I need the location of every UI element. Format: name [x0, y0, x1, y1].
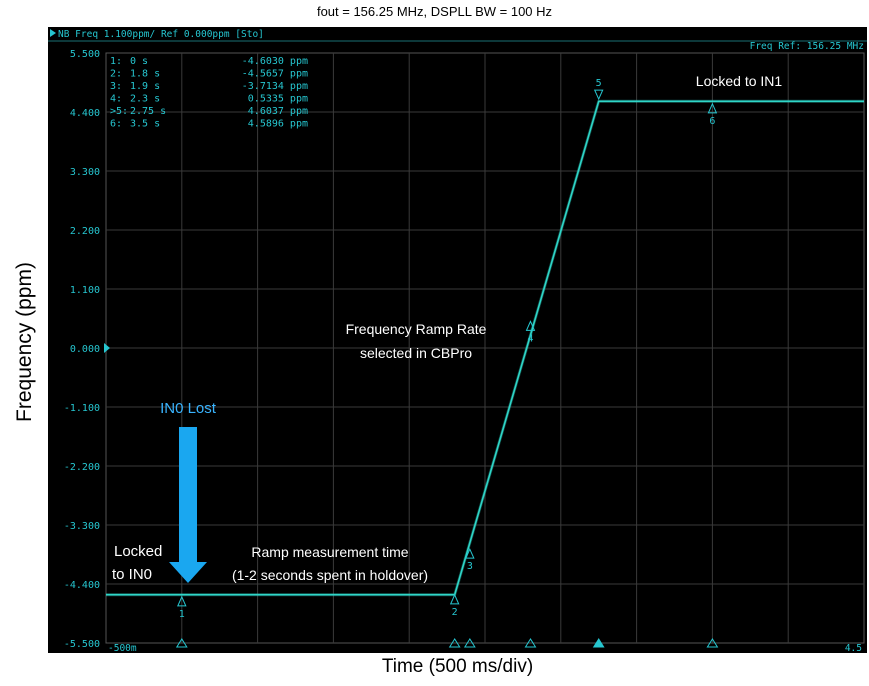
analyzer-screen: 1 2 3 4 5 6 5.500 4.400 3.300 2.200 1.100 0.000 -1.…: [48, 27, 867, 654]
series-line: [106, 100, 864, 596]
annotation-in0-lost: IN0 Lost: [160, 400, 217, 417]
marker-triangle: [465, 547, 475, 559]
down-arrow-icon: [169, 427, 207, 583]
marker-triangle: [593, 89, 604, 101]
x-end-label: 4.5: [845, 643, 862, 653]
y-tick-label: 5.500: [70, 49, 100, 60]
marker-table-index: 6:: [110, 119, 122, 130]
marker-table-value: -4.5657 ppm: [242, 69, 308, 80]
header-left-text: NB Freq 1.100ppm/ Ref 0.000ppm [Sto]: [58, 29, 264, 40]
y-tick-label: -4.400: [64, 580, 100, 591]
marker-bottom-indicator: [524, 638, 537, 648]
annotation-ramp-time-line2: (1-2 seconds spent in holdover): [232, 567, 428, 583]
marker-table-time: 2.75 s: [130, 106, 166, 117]
marker-table-value: -4.6030 ppm: [242, 56, 308, 67]
y-tick-label: 2.200: [70, 226, 100, 237]
marker-triangle: [449, 593, 460, 605]
chart-title: fout = 156.25 MHz, DSPLL BW = 100 Hz: [316, 4, 553, 19]
y-tick-label: -3.300: [64, 521, 100, 532]
x-start-label: -500m: [108, 643, 137, 653]
marker-triangle: [707, 102, 718, 114]
marker-table-time: 1.8 s: [130, 69, 160, 80]
marker-bottom-indicator: [175, 638, 188, 648]
marker-bottom-indicator: [448, 638, 461, 648]
marker-triangle: [525, 320, 536, 331]
marker-table-value: -3.7134 ppm: [242, 81, 308, 92]
marker-table-index: 1:: [110, 56, 122, 67]
annotation-locked-in0-line1: Locked: [114, 543, 162, 560]
marker-table-index: >5:: [110, 106, 128, 117]
marker-table-time: 1.9 s: [130, 81, 160, 92]
y-tick-label: 3.300: [70, 167, 100, 178]
x-axis-label: Time (500 ms/div): [381, 656, 534, 677]
marker-table-value: 4.5896 ppm: [248, 119, 308, 130]
annotation-ramp-rate-line1: Frequency Ramp Rate: [346, 321, 487, 337]
y-tick-label: -2.200: [64, 462, 100, 473]
marker-number: 2: [452, 607, 458, 618]
marker-table-time: 0 s: [130, 56, 148, 67]
y-tick-label: 4.400: [70, 108, 100, 119]
y-tick-label: -1.100: [64, 403, 100, 414]
marker-table-index: 3:: [110, 81, 122, 92]
plot-area: 1 2 3 4 5 6 5.500 4.400 3.300 2.200 1.100 0.000 -1.…: [48, 29, 867, 654]
marker-number: 6: [709, 116, 715, 127]
annotation-locked-in0-line2: to IN0: [112, 566, 152, 583]
marker-bottom-indicator: [463, 638, 476, 648]
marker-triangle: [177, 595, 187, 607]
marker-number: 5: [596, 78, 602, 89]
annotation-locked-in1: Locked to IN1: [696, 73, 783, 89]
annotation-ramp-time-line1: Ramp measurement time: [251, 544, 408, 560]
annotation-ramp-rate-line2: selected in CBPro: [360, 345, 472, 361]
y-tick-label: -5.500: [64, 639, 100, 650]
marker-table-index: 2:: [110, 69, 122, 80]
y-axis-label: Frequency (ppm): [13, 262, 36, 422]
marker-table-value: 0.5335 ppm: [248, 94, 308, 105]
marker-number: 1: [179, 609, 185, 620]
marker-table-time: 3.5 s: [130, 119, 160, 130]
header-right-text: Freq Ref: 156.25 MHz: [750, 41, 864, 52]
marker-number: 4: [527, 333, 533, 344]
y-tick-label: 1.100: [70, 285, 100, 296]
marker-table-value: 4.6037 ppm: [248, 106, 308, 117]
marker-table-time: 2.3 s: [130, 94, 160, 105]
y-tick-label: 0.000: [70, 344, 100, 355]
marker-number: 3: [467, 561, 473, 572]
marker-bottom-indicator: [592, 638, 605, 648]
header-arrow-icon: [50, 29, 56, 37]
marker-bottom-indicator: [706, 638, 719, 648]
reference-arrow-icon: [104, 343, 110, 353]
marker-table-index: 4:: [110, 94, 122, 105]
